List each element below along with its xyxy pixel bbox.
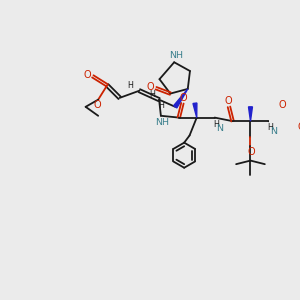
Text: NH: NH: [155, 118, 169, 127]
Text: O: O: [278, 100, 286, 110]
Text: H: H: [158, 101, 164, 110]
Polygon shape: [248, 107, 252, 121]
Text: H: H: [149, 90, 155, 99]
Text: H: H: [128, 81, 134, 90]
Text: O: O: [84, 70, 91, 80]
Text: H: H: [267, 123, 273, 132]
Polygon shape: [174, 89, 188, 108]
Text: H: H: [214, 120, 219, 129]
Text: O: O: [147, 82, 154, 92]
Polygon shape: [193, 103, 197, 118]
Text: O: O: [248, 147, 255, 157]
Text: O: O: [224, 97, 232, 106]
Text: O: O: [94, 100, 101, 110]
Text: NH: NH: [169, 51, 183, 60]
Text: O: O: [179, 93, 187, 103]
Text: N: N: [270, 127, 277, 136]
Text: O: O: [298, 122, 300, 131]
Text: N: N: [217, 124, 224, 133]
